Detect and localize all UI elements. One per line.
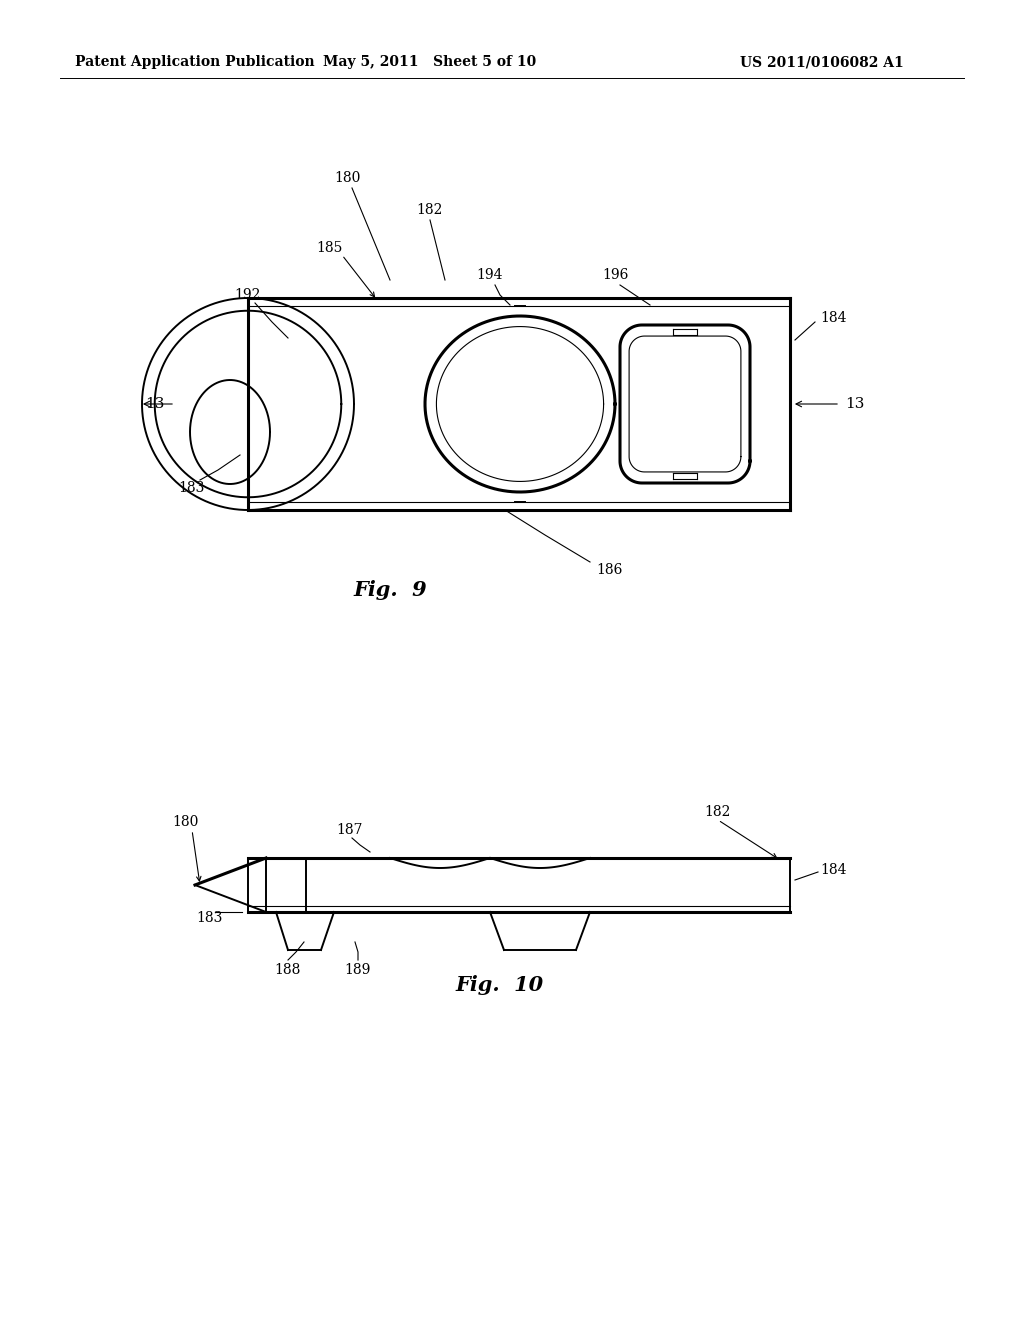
Text: 182: 182 [705,805,731,818]
Text: 183: 183 [197,911,223,925]
Text: 184: 184 [820,863,847,876]
Text: 187: 187 [337,822,364,837]
Text: 192: 192 [234,288,261,302]
Text: Patent Application Publication: Patent Application Publication [75,55,314,69]
Text: 188: 188 [274,964,301,977]
Text: Fig.  9: Fig. 9 [353,579,427,601]
Text: Fig.  10: Fig. 10 [456,975,544,995]
Text: 184: 184 [820,312,847,325]
Text: 185: 185 [316,242,343,255]
Text: May 5, 2011   Sheet 5 of 10: May 5, 2011 Sheet 5 of 10 [324,55,537,69]
Text: 183: 183 [179,480,205,495]
Text: 186: 186 [597,564,624,577]
Text: 180: 180 [335,172,361,185]
Text: 13: 13 [846,397,864,411]
Text: 194: 194 [477,268,503,282]
Text: 180: 180 [172,814,199,829]
Text: 196: 196 [602,268,628,282]
Text: 13: 13 [145,397,165,411]
Text: US 2011/0106082 A1: US 2011/0106082 A1 [740,55,904,69]
Text: 189: 189 [345,964,371,977]
Text: 182: 182 [417,203,443,216]
